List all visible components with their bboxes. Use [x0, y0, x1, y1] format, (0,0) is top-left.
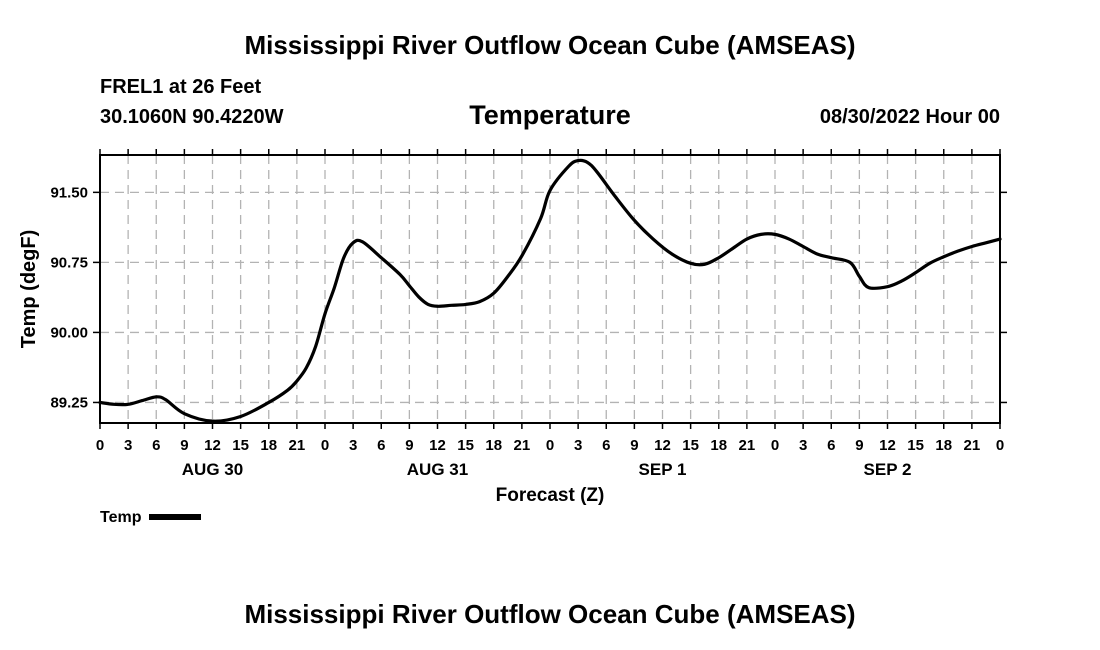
- x-tick-label: 9: [630, 437, 638, 454]
- day-label: SEP 1: [639, 460, 687, 479]
- grid: [100, 155, 1000, 423]
- y-axis-label: Temp (degF): [18, 230, 40, 349]
- temp-series-line: [98, 158, 1002, 423]
- x-tick-label: 9: [180, 437, 188, 454]
- x-tick-label: 0: [321, 437, 329, 454]
- x-tick-label: 9: [405, 437, 413, 454]
- y-tick-label: 89.25: [50, 394, 88, 411]
- legend-label: Temp: [100, 509, 142, 526]
- x-tick-label: 6: [602, 437, 610, 454]
- x-tick-label: 21: [289, 437, 306, 454]
- x-tick-label: 3: [799, 437, 807, 454]
- x-tick-label: 6: [152, 437, 160, 454]
- y-tick-label: 90.75: [50, 254, 88, 271]
- x-tick-label: 0: [996, 437, 1004, 454]
- day-label: AUG 30: [182, 460, 243, 479]
- x-tick-label: 3: [124, 437, 132, 454]
- plot-frame: [99, 154, 1001, 424]
- chart-subtitle: Temperature: [469, 100, 631, 130]
- x-tick-label: 18: [485, 437, 502, 454]
- x-tick-label: 6: [827, 437, 835, 454]
- day-label: AUG 31: [407, 460, 468, 479]
- x-tick-label: 12: [429, 437, 446, 454]
- x-tick-label: 6: [377, 437, 385, 454]
- station-coordinates: 30.1060N 90.4220W: [100, 106, 284, 128]
- x-tick-label: 15: [232, 437, 249, 454]
- x-tick-label: 21: [739, 437, 756, 454]
- day-label: SEP 2: [864, 460, 912, 479]
- x-tick-label: 18: [260, 437, 277, 454]
- chart-title: Mississippi River Outflow Ocean Cube (AM…: [244, 30, 856, 60]
- x-tick-label: 18: [935, 437, 952, 454]
- x-tick-label: 12: [654, 437, 671, 454]
- x-axis-label: Forecast (Z): [496, 485, 605, 506]
- x-tick-label: 0: [96, 437, 104, 454]
- legend: Temp: [100, 509, 202, 527]
- x-tick-label: 15: [907, 437, 924, 454]
- footer-title: Mississippi River Outflow Ocean Cube (AM…: [244, 599, 856, 629]
- y-tick-label: 91.50: [50, 184, 88, 201]
- x-tick-label: 9: [855, 437, 863, 454]
- forecast-datetime: 08/30/2022 Hour 00: [819, 106, 1000, 128]
- x-tick-label: 15: [457, 437, 474, 454]
- x-tick-label: 21: [964, 437, 981, 454]
- x-tick-label: 3: [574, 437, 582, 454]
- x-tick-label: 3: [349, 437, 357, 454]
- station-label: FREL1 at 26 Feet: [100, 76, 262, 98]
- y-tick-label: 90.00: [50, 324, 88, 341]
- ticks: 0 3 6 9 12 15 18 21 0 3 6 9 12 15 18 21 0 3 6 9 12 15 18 21 0 3 6 9…: [50, 149, 1007, 479]
- legend-line-swatch: [149, 513, 202, 520]
- x-tick-label: 21: [514, 437, 531, 454]
- x-tick-label: 0: [546, 437, 554, 454]
- x-tick-label: 12: [204, 437, 221, 454]
- x-tick-label: 15: [682, 437, 699, 454]
- x-tick-label: 18: [710, 437, 727, 454]
- x-tick-label: 0: [771, 437, 779, 454]
- x-tick-label: 12: [879, 437, 896, 454]
